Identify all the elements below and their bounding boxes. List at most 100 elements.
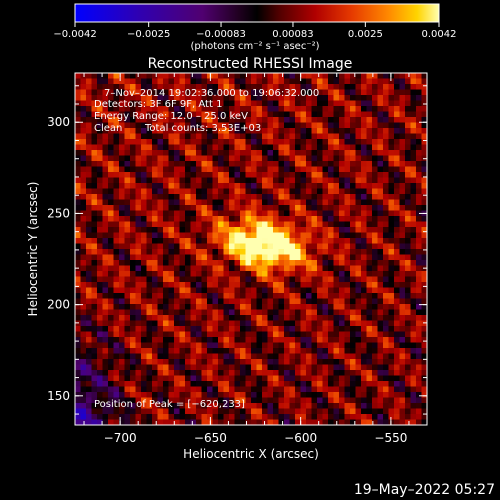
heatmap-cell	[399, 309, 406, 316]
heatmap-cell	[245, 139, 252, 146]
heatmap-cell	[421, 359, 427, 366]
heatmap-cell	[262, 364, 269, 371]
heatmap-cell	[86, 172, 93, 179]
heatmap-cell	[383, 315, 390, 322]
heatmap-cell	[366, 117, 373, 124]
heatmap-cell	[102, 172, 109, 179]
heatmap-cell	[383, 144, 390, 151]
heatmap-cell	[333, 210, 340, 217]
heatmap-cell	[405, 254, 412, 261]
heatmap-cell	[328, 364, 335, 371]
heatmap-cell	[405, 78, 412, 85]
heatmap-cell	[229, 315, 236, 322]
heatmap-cell	[75, 271, 82, 278]
heatmap-cell	[201, 155, 208, 162]
heatmap-cell	[141, 188, 148, 195]
heatmap-cell	[262, 414, 269, 421]
heatmap-cell	[377, 232, 384, 239]
heatmap-cell	[196, 122, 203, 129]
heatmap-cell	[377, 84, 384, 91]
heatmap-cell	[388, 254, 395, 261]
heatmap-cell	[317, 155, 324, 162]
heatmap-cell	[168, 144, 175, 151]
heatmap-cell	[174, 337, 181, 344]
heatmap-cell	[366, 249, 373, 256]
heatmap-cell	[80, 78, 87, 85]
heatmap-cell	[399, 199, 406, 206]
heatmap-cell	[75, 353, 82, 360]
heatmap-cell	[300, 304, 307, 311]
heatmap-cell	[405, 232, 412, 239]
heatmap-cell	[372, 95, 379, 102]
heatmap-cell	[339, 199, 346, 206]
heatmap-cell	[333, 84, 340, 91]
heatmap-cell	[388, 128, 395, 135]
heatmap-cell	[372, 84, 379, 91]
heatmap-cell	[295, 183, 302, 190]
heatmap-cell	[377, 348, 384, 355]
heatmap-cell	[223, 386, 230, 393]
heatmap-cell	[146, 150, 153, 157]
heatmap-cell	[179, 282, 186, 289]
heatmap-cell	[234, 78, 241, 85]
heatmap-cell	[179, 331, 186, 338]
heatmap-cell	[372, 304, 379, 311]
heatmap-cell	[339, 337, 346, 344]
heatmap-cell	[350, 139, 357, 146]
heatmap-cell	[97, 282, 104, 289]
heatmap-cell	[212, 287, 219, 294]
heatmap-cell	[256, 194, 263, 201]
heatmap-cell	[306, 298, 313, 305]
heatmap-cell	[130, 304, 137, 311]
heatmap-cell	[207, 216, 214, 223]
heatmap-cell	[185, 199, 192, 206]
heatmap-cell	[124, 282, 131, 289]
heatmap-cell	[179, 309, 186, 316]
heatmap-cell	[289, 287, 296, 294]
heatmap-cell	[201, 326, 208, 333]
heatmap-cell	[212, 304, 219, 311]
heatmap-cell	[339, 348, 346, 355]
heatmap-cell	[322, 320, 329, 327]
heatmap-cell	[124, 117, 131, 124]
heatmap-cell	[141, 117, 148, 124]
heatmap-cell	[141, 414, 148, 421]
heatmap-cell	[234, 221, 241, 228]
heatmap-cell	[366, 183, 373, 190]
heatmap-cell	[267, 331, 274, 338]
heatmap-cell	[284, 348, 291, 355]
heatmap-cell	[245, 364, 252, 371]
heatmap-cell	[157, 205, 164, 212]
heatmap-cell	[152, 364, 159, 371]
heatmap-cell	[141, 315, 148, 322]
heatmap-cell	[278, 282, 285, 289]
heatmap-cell	[75, 326, 82, 333]
heatmap-cell	[284, 117, 291, 124]
heatmap-cell	[102, 188, 109, 195]
heatmap-cell	[86, 73, 93, 80]
heatmap-cell	[245, 177, 252, 184]
heatmap-cell	[267, 298, 274, 305]
heatmap-cell	[80, 100, 87, 107]
heatmap-cell	[97, 111, 104, 118]
heatmap-cell	[168, 227, 175, 234]
heatmap-cell	[141, 183, 148, 190]
heatmap-cell	[295, 348, 302, 355]
heatmap-cell	[256, 375, 263, 382]
heatmap-cell	[157, 309, 164, 316]
heatmap-cell	[91, 320, 98, 327]
heatmap-cell	[124, 315, 131, 322]
heatmap-cell	[218, 89, 225, 96]
heatmap-cell	[311, 260, 318, 267]
heatmap-cell	[355, 166, 362, 173]
heatmap-cell	[75, 309, 82, 316]
heatmap-cell	[135, 205, 142, 212]
heatmap-cell	[218, 78, 225, 85]
heatmap-cell	[399, 95, 406, 102]
heatmap-cell	[361, 408, 368, 415]
heatmap-cell	[240, 172, 247, 179]
heatmap-cell	[267, 144, 274, 151]
heatmap-cell	[366, 375, 373, 382]
heatmap-cell	[119, 414, 126, 421]
heatmap-cell	[152, 73, 159, 80]
